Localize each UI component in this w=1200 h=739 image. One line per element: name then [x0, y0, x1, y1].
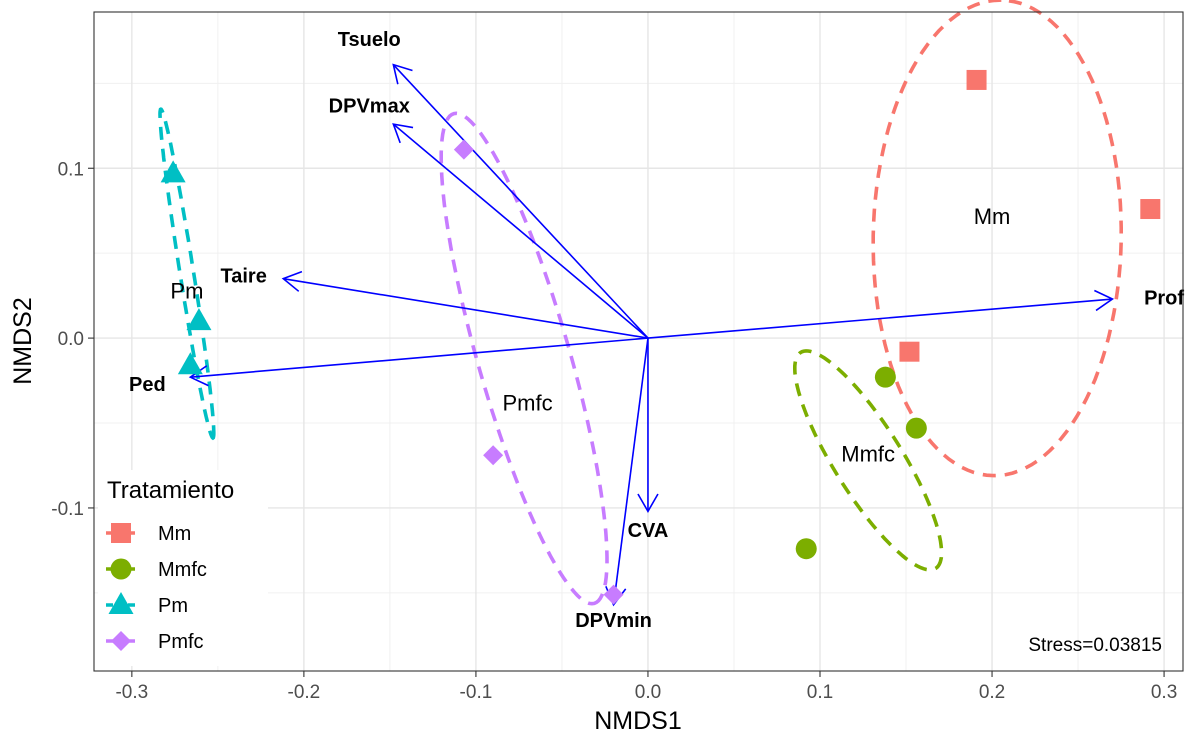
group-label-pm: Pm	[170, 279, 203, 304]
vector-dpvmax	[392, 123, 649, 339]
arrowhead-ped	[188, 365, 209, 387]
vector-label-prof: Prof	[1144, 287, 1184, 309]
point-mm	[1140, 199, 1161, 220]
point-pmfc	[483, 445, 504, 466]
vector-label-dpvmax: DPVmax	[329, 95, 410, 117]
point-mm	[899, 341, 920, 362]
vector-tsuelo	[392, 64, 649, 339]
x-tick-label: 0.2	[979, 682, 1005, 703]
arrowhead-taire	[281, 270, 303, 292]
group-ellipses	[158, 0, 1123, 606]
legend: Tratamiento Mm Mmfc Pm Pmfc	[98, 470, 268, 666]
point-pm	[160, 160, 186, 183]
x-tick-label: -0.3	[115, 682, 148, 703]
axis-ticks	[88, 167, 1165, 677]
vector-label-taire: Taire	[221, 265, 267, 287]
legend-key-mmfc	[110, 558, 132, 580]
legend-key-pm	[108, 592, 134, 614]
arrowhead-dpvmax	[392, 123, 414, 144]
vector-label-dpvmin: DPVmin	[575, 610, 652, 632]
point-pmfc	[603, 584, 624, 605]
x-axis-title: NMDS1	[594, 707, 682, 735]
y-tick-label: 0.1	[58, 159, 84, 180]
ellipse-mm	[871, 0, 1123, 478]
group-label-mmfc: Mmfc	[841, 442, 895, 467]
vector-taire	[283, 277, 649, 339]
arrowhead-tsuelo	[392, 63, 413, 85]
legend-title: Tratamiento	[107, 477, 234, 504]
panel-border	[93, 11, 1184, 672]
y-tick-label: 0.0	[58, 329, 84, 350]
x-tick-label: 0.0	[635, 682, 661, 703]
point-mmfc	[874, 366, 896, 388]
x-tick-label: 0.1	[807, 682, 833, 703]
vector-dpvmin	[612, 338, 649, 605]
vector-label-cva: CVA	[628, 520, 669, 542]
legend-label-mm: Mm	[158, 523, 191, 545]
point-mmfc	[795, 538, 817, 560]
legend-label-pmfc: Pmfc	[158, 631, 204, 653]
arrowhead-cva	[637, 493, 659, 513]
legend-label-mmfc: Mmfc	[158, 559, 207, 581]
point-pm	[186, 308, 212, 331]
vector-labels: Tsuelo DPVmax Taire Ped Prof CVA DPVmin	[129, 29, 1184, 632]
point-mmfc	[905, 417, 927, 439]
group-labels: Mm Mmfc Pm Pmfc	[170, 204, 1010, 467]
legend-keys: Mm Mmfc Pm Pmfc	[106, 523, 207, 653]
ellipse-mmfc	[793, 349, 944, 572]
point-mm	[966, 69, 987, 90]
vector-label-tsuelo: Tsuelo	[338, 29, 401, 51]
ellipse-pm	[158, 107, 216, 441]
x-tick-labels: -0.3 -0.2 -0.1 0.0 0.1 0.2 0.3	[115, 682, 1177, 703]
env-vectors	[188, 63, 1115, 607]
point-pm	[177, 352, 203, 375]
data-points	[160, 69, 1161, 605]
vector-prof	[647, 298, 1113, 339]
x-tick-label: -0.2	[288, 682, 321, 703]
vector-label-ped: Ped	[129, 374, 166, 396]
stress-label: Stress=0.03815	[1028, 635, 1162, 656]
x-tick-label: -0.1	[460, 682, 493, 703]
point-pmfc	[453, 139, 474, 160]
y-axis-title: NMDS2	[9, 297, 37, 385]
group-label-pmfc: Pmfc	[502, 391, 552, 416]
x-tick-label: 0.3	[1151, 682, 1177, 703]
y-tick-labels: -0.1 0.0 0.1	[51, 159, 84, 520]
legend-key-pmfc	[111, 631, 131, 651]
grid-minor	[94, 12, 1183, 671]
legend-key-mm	[111, 523, 131, 543]
vector-ped	[190, 337, 649, 378]
legend-label-pm: Pm	[158, 595, 188, 617]
ellipse-pmfc	[439, 111, 609, 606]
y-tick-label: -0.1	[51, 499, 84, 520]
arrowhead-prof	[1094, 289, 1115, 312]
group-label-mm: Mm	[974, 204, 1011, 229]
